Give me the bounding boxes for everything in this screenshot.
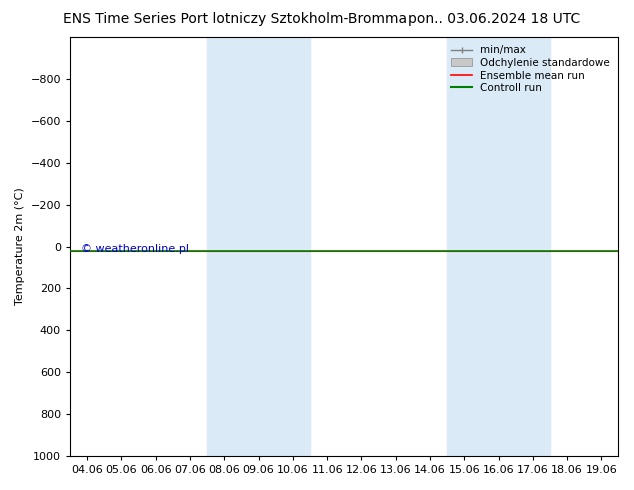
Y-axis label: Temperature 2m (°C): Temperature 2m (°C): [15, 188, 25, 305]
Text: ENS Time Series Port lotniczy Sztokholm-Bromma: ENS Time Series Port lotniczy Sztokholm-…: [63, 12, 406, 26]
Legend: min/max, Odchylenie standardowe, Ensemble mean run, Controll run: min/max, Odchylenie standardowe, Ensembl…: [448, 42, 613, 97]
Bar: [447, 37, 550, 456]
Text: pon.. 03.06.2024 18 UTC: pon.. 03.06.2024 18 UTC: [408, 12, 581, 26]
Text: © weatheronline.pl: © weatheronline.pl: [81, 245, 189, 254]
Bar: [207, 37, 310, 456]
